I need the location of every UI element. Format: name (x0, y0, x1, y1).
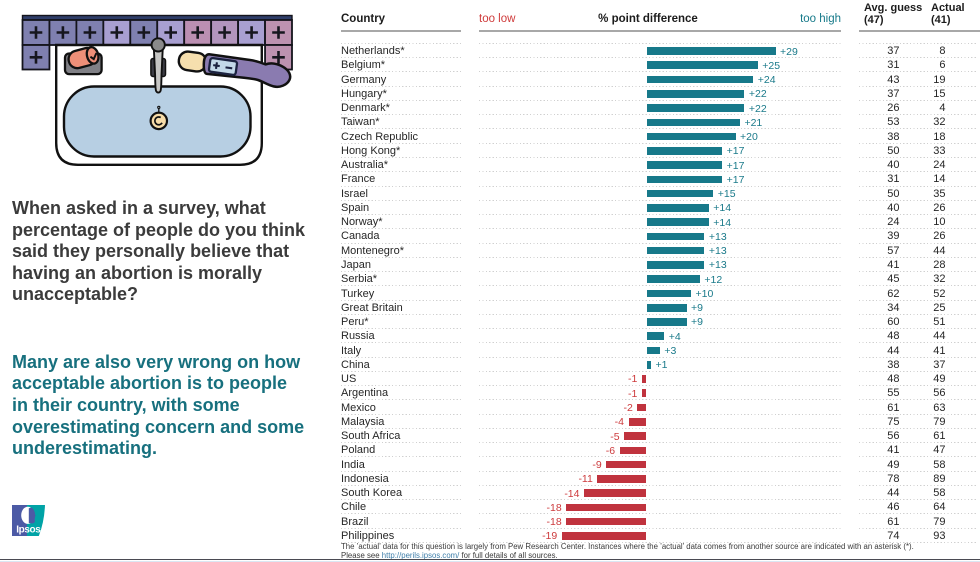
svg-text:Ipsos: Ipsos (16, 525, 41, 536)
